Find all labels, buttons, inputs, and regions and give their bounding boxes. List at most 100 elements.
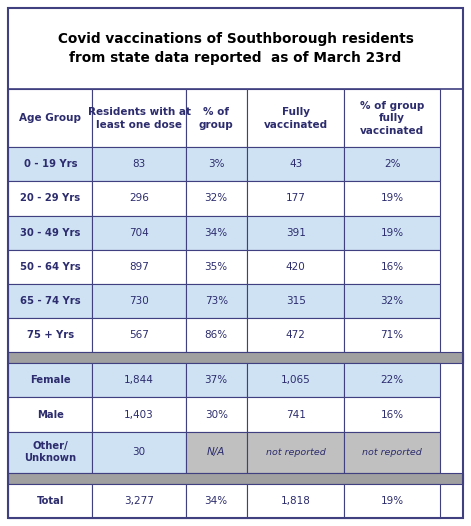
Text: 86%: 86% [204,330,228,340]
Text: 35%: 35% [204,262,228,272]
Text: 19%: 19% [381,228,404,238]
Bar [247,147,344,181]
Text: 16%: 16% [381,410,404,420]
Text: 30: 30 [132,447,146,457]
Text: 16%: 16% [381,262,404,272]
Bar [8,352,463,363]
Bar [247,216,344,250]
Bar [8,181,92,216]
Bar [344,398,440,432]
Bar [92,484,186,518]
Bar [92,398,186,432]
Bar [247,484,344,518]
Bar [92,284,186,318]
Bar [92,318,186,352]
Bar [344,181,440,216]
Text: 34%: 34% [204,496,228,506]
Text: 50 - 64 Yrs: 50 - 64 Yrs [20,262,81,272]
Text: 83: 83 [132,159,146,169]
Bar [92,363,186,398]
Text: Other/
Unknown: Other/ Unknown [24,441,77,463]
Bar [344,432,440,473]
Text: 472: 472 [286,330,306,340]
Bar [92,89,186,147]
Text: 22%: 22% [381,376,404,386]
Text: not reported: not reported [266,448,325,457]
Bar [92,181,186,216]
Bar [344,284,440,318]
Bar [186,89,247,147]
Bar [8,147,92,181]
Text: Female: Female [30,376,71,386]
Text: 3,277: 3,277 [124,496,154,506]
Text: 1,065: 1,065 [281,376,310,386]
Text: 1,844: 1,844 [124,376,154,386]
Bar [247,318,344,352]
Bar [247,89,344,147]
Bar [344,484,440,518]
Bar [247,284,344,318]
Text: 20 - 29 Yrs: 20 - 29 Yrs [20,194,81,204]
Bar [8,484,92,518]
Bar [247,432,344,473]
Bar [186,432,247,473]
Bar [8,250,92,284]
Bar [344,363,440,398]
Text: 34%: 34% [204,228,228,238]
Bar [8,432,92,473]
Text: 43: 43 [289,159,302,169]
Text: 567: 567 [129,330,149,340]
Text: Covid vaccinations of Southborough residents
from state data reported  as of Mar: Covid vaccinations of Southborough resid… [57,32,414,65]
Text: 37%: 37% [204,376,228,386]
Text: 30 - 49 Yrs: 30 - 49 Yrs [20,228,81,238]
Text: 296: 296 [129,194,149,204]
Text: 1,818: 1,818 [281,496,310,506]
Bar [186,216,247,250]
Text: Male: Male [37,410,64,420]
Bar [8,363,92,398]
Bar [344,250,440,284]
Text: 32%: 32% [381,296,404,306]
Bar [344,89,440,147]
Bar [344,318,440,352]
Text: 73%: 73% [204,296,228,306]
Bar [247,181,344,216]
Bar [8,398,92,432]
Bar [186,250,247,284]
Text: not reported: not reported [362,448,422,457]
Text: 391: 391 [286,228,306,238]
Text: 19%: 19% [381,194,404,204]
Text: % of group
fully
vaccinated: % of group fully vaccinated [360,101,424,136]
Text: Age Group: Age Group [19,113,81,123]
Text: N/A: N/A [207,447,226,457]
Bar [344,216,440,250]
Bar [186,181,247,216]
Bar [186,284,247,318]
Bar [344,147,440,181]
Text: 315: 315 [286,296,306,306]
Text: % of
group: % of group [199,107,234,129]
Text: 730: 730 [129,296,149,306]
Text: Fully
vaccinated: Fully vaccinated [264,107,328,129]
Bar [8,216,92,250]
Text: 65 - 74 Yrs: 65 - 74 Yrs [20,296,81,306]
Text: 30%: 30% [205,410,227,420]
Bar [186,484,247,518]
Bar [8,473,463,484]
Text: 177: 177 [286,194,306,204]
Bar [92,432,186,473]
Text: 75 + Yrs: 75 + Yrs [27,330,74,340]
Text: 897: 897 [129,262,149,272]
Text: 2%: 2% [384,159,400,169]
Text: 741: 741 [286,410,306,420]
Bar [8,318,92,352]
Text: 19%: 19% [381,496,404,506]
Text: 32%: 32% [204,194,228,204]
Bar [8,284,92,318]
Bar [186,398,247,432]
Bar [8,89,92,147]
Text: 3%: 3% [208,159,225,169]
Text: 1,403: 1,403 [124,410,154,420]
Text: Total: Total [37,496,64,506]
Bar [247,363,344,398]
